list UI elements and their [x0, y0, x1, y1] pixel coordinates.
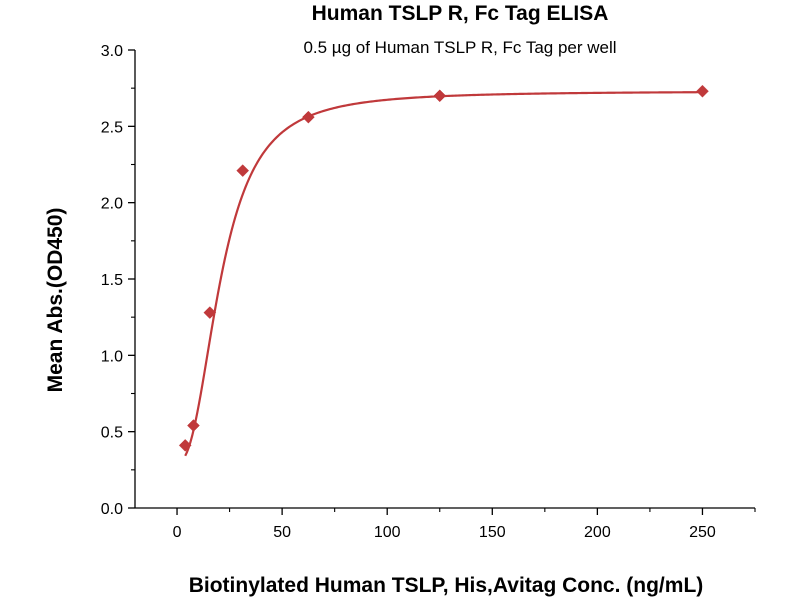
y-tick-label: 0.0 [101, 501, 123, 518]
chart-subtitle: 0.5 µg of Human TSLP R, Fc Tag per well [303, 38, 616, 57]
x-tick-label: 150 [479, 524, 506, 541]
x-tick-label: 200 [584, 524, 611, 541]
fit-curve [184, 91, 703, 457]
x-axis-title: Biotinylated Human TSLP, His,Avitag Conc… [189, 574, 704, 597]
y-axis-title: Mean Abs.(OD450) [44, 208, 67, 393]
data-point [187, 419, 200, 432]
data-point [696, 84, 709, 98]
y-tick-label: 1.5 [101, 272, 123, 289]
x-tick-label: 0 [173, 524, 182, 541]
data-point [203, 306, 217, 319]
data-point [236, 164, 250, 177]
x-axis-ticks: 0 50 100 150 200 250 [173, 508, 756, 541]
data-point [302, 110, 315, 124]
y-axis-ticks: 0.0 0.5 1.0 1.5 2.0 2.5 3.0 [101, 43, 135, 518]
data-points [178, 84, 709, 452]
y-tick-label: 0.5 [101, 425, 123, 442]
y-tick-label: 2.0 [101, 196, 123, 213]
y-tick-label: 1.0 [101, 348, 123, 365]
y-tick-label: 3.0 [101, 43, 123, 60]
plot-area: 0.0 0.5 1.0 1.5 2.0 2.5 3.0 0 50 100 150 200 250 [101, 43, 756, 541]
x-tick-label: 250 [689, 524, 716, 541]
x-tick-label: 100 [374, 524, 401, 541]
x-tick-label: 50 [273, 524, 291, 541]
chart-title: Human TSLP R, Fc Tag ELISA [312, 2, 609, 25]
data-point [178, 439, 192, 452]
data-point [433, 89, 447, 103]
y-tick-label: 2.5 [101, 119, 123, 136]
